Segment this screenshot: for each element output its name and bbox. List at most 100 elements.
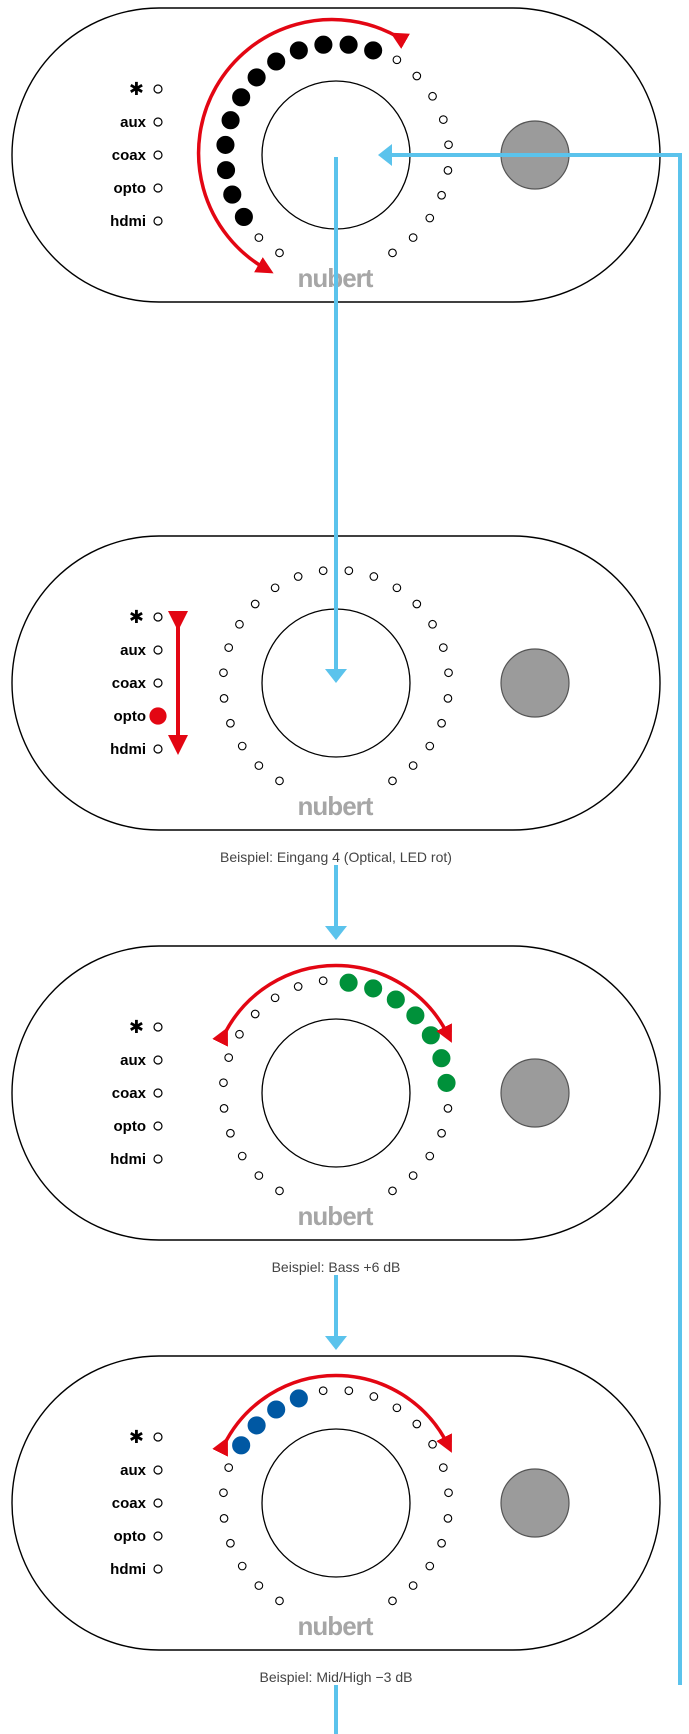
level-led	[444, 1488, 453, 1498]
level-led	[289, 41, 308, 60]
level-led	[219, 694, 229, 703]
level-led	[226, 1128, 235, 1138]
level-led	[223, 185, 242, 204]
input-button[interactable]	[500, 1058, 570, 1128]
level-led	[254, 233, 264, 242]
level-led	[437, 1128, 446, 1138]
level-led	[443, 694, 453, 703]
flow-arrowhead	[325, 1336, 347, 1350]
input-led-bluetooth	[153, 1022, 163, 1032]
level-led	[428, 91, 437, 101]
input-led-coax	[153, 1088, 163, 1098]
level-led	[254, 1171, 264, 1180]
level-led	[224, 1463, 234, 1472]
rotate-arrow	[212, 1373, 452, 1457]
nubert-logo: nubert	[292, 1611, 378, 1641]
level-led	[425, 1151, 435, 1161]
level-led	[408, 1171, 418, 1180]
input-led-hdmi	[153, 744, 163, 754]
level-led	[250, 1009, 260, 1019]
level-led	[437, 718, 446, 728]
level-led	[232, 88, 251, 107]
level-led	[293, 982, 303, 991]
input-label-opto: opto	[114, 708, 146, 725]
input-button[interactable]	[500, 1468, 570, 1538]
level-led	[237, 1151, 247, 1161]
input-led-bluetooth	[153, 84, 163, 94]
level-led	[388, 248, 397, 258]
bluetooth-icon: ✱	[129, 79, 144, 100]
level-led	[428, 1439, 437, 1449]
level-led	[408, 233, 418, 242]
level-led	[444, 668, 453, 678]
input-led-hdmi	[153, 216, 163, 226]
level-led	[254, 761, 264, 770]
panel-bass: ✱ aux coax opto hdmi nubert Beispiel: Bass +6 …	[11, 945, 661, 1275]
volume-knob[interactable]	[261, 1428, 411, 1578]
level-led	[267, 1400, 286, 1419]
input-label-hdmi: hdmi	[110, 1561, 146, 1578]
level-led	[369, 1392, 379, 1401]
level-led	[216, 161, 236, 180]
level-led	[314, 35, 333, 54]
input-button[interactable]	[500, 648, 570, 718]
input-led-aux	[153, 645, 163, 655]
level-led	[339, 35, 358, 54]
level-led	[438, 115, 448, 124]
level-led	[364, 41, 383, 60]
level-led	[219, 1514, 229, 1523]
level-led	[221, 111, 240, 130]
level-led	[425, 213, 435, 223]
input-label-hdmi: hdmi	[110, 213, 146, 230]
volume-knob[interactable]	[261, 1018, 411, 1168]
input-led-opto	[153, 1531, 163, 1541]
flow-arrowhead	[325, 669, 347, 683]
logo-text: nubert	[298, 1201, 374, 1231]
level-led	[425, 1561, 435, 1571]
level-led	[369, 572, 379, 581]
input-led-opto	[153, 1121, 163, 1131]
level-led	[437, 190, 446, 200]
logo-text: nubert	[298, 791, 374, 821]
level-led	[226, 718, 235, 728]
level-led	[219, 1104, 229, 1113]
input-led-hdmi	[153, 1154, 163, 1164]
input-label-aux: aux	[120, 642, 147, 659]
input-led-opto	[153, 183, 163, 193]
level-led	[275, 1596, 284, 1606]
input-label-coax: coax	[112, 1085, 147, 1102]
input-label-coax: coax	[112, 675, 147, 692]
panel-caption: Beispiel: Eingang 4 (Optical, LED rot)	[220, 849, 452, 865]
level-led	[237, 1561, 247, 1571]
input-led-aux	[153, 1465, 163, 1475]
input-label-opto: opto	[114, 1528, 146, 1545]
input-label-hdmi: hdmi	[110, 1151, 146, 1168]
level-led	[388, 1186, 397, 1196]
level-led	[344, 566, 354, 576]
level-led	[237, 741, 247, 751]
input-label-aux: aux	[120, 1052, 147, 1069]
level-led	[339, 973, 358, 992]
input-led-bluetooth	[153, 612, 163, 622]
level-led	[438, 1463, 448, 1472]
return-arrowhead	[378, 144, 392, 166]
level-led	[224, 643, 234, 652]
level-led	[443, 1514, 453, 1523]
level-led	[428, 619, 437, 629]
level-led	[392, 1403, 402, 1413]
level-led	[270, 583, 280, 593]
level-led	[318, 976, 328, 986]
level-led	[364, 979, 383, 998]
nubert-logo: nubert	[292, 791, 378, 821]
level-led	[219, 1078, 228, 1088]
input-led-coax	[153, 1498, 163, 1508]
nubert-logo: nubert	[292, 1201, 378, 1231]
level-led	[386, 990, 405, 1009]
return-line	[392, 153, 682, 1685]
level-led	[392, 55, 402, 65]
level-led	[219, 1488, 228, 1498]
level-led	[388, 776, 397, 786]
level-led	[443, 1104, 453, 1113]
